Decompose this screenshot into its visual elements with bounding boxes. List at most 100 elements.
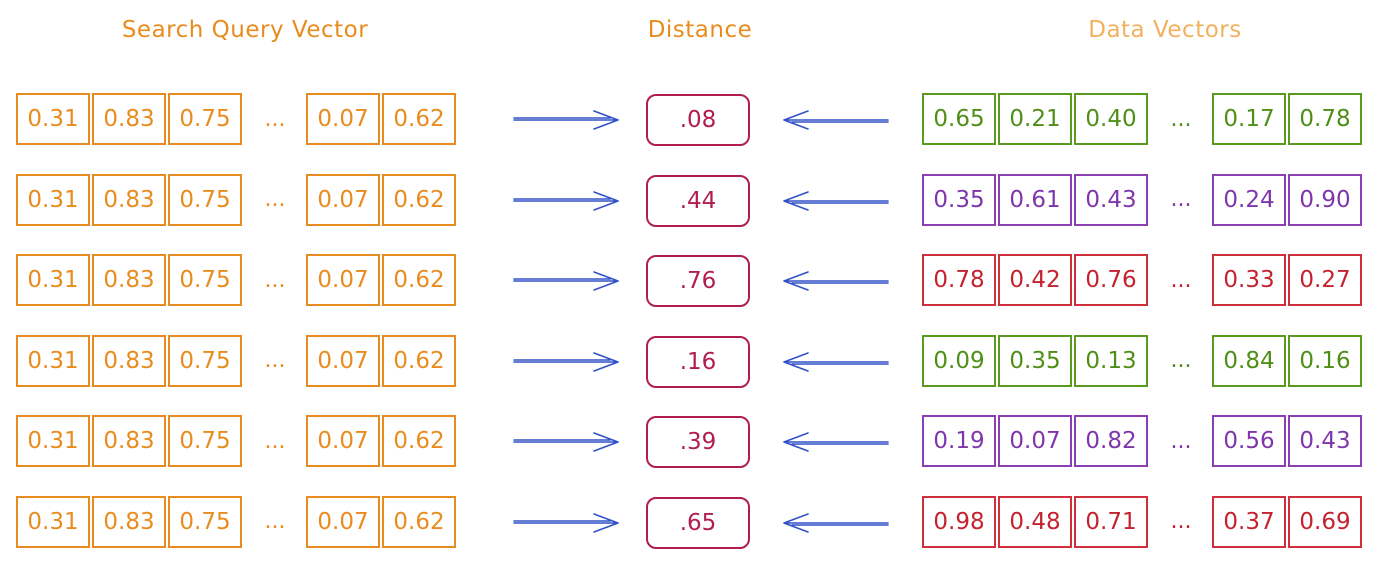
data-cell: 0.42 bbox=[998, 254, 1072, 306]
query-ellipsis: ... bbox=[264, 267, 286, 293]
query-ellipsis: ... bbox=[264, 187, 286, 212]
query-cell: 0.31 bbox=[16, 334, 90, 387]
data-cell: 0.71 bbox=[1074, 495, 1148, 548]
data-cell: 0.35 bbox=[922, 173, 996, 226]
query-cell: 0.75 bbox=[168, 254, 242, 306]
arrow-left-icon bbox=[783, 271, 889, 291]
query-cell: 0.75 bbox=[168, 173, 242, 226]
query-cell: 0.62 bbox=[382, 173, 456, 226]
data-ellipsis: ... bbox=[1170, 267, 1192, 293]
query-vector: 0.31 0.83 0.75... 0.07 0.62 bbox=[16, 494, 458, 550]
data-cell: 0.76 bbox=[1074, 254, 1148, 306]
data-cell: 0.82 bbox=[1074, 415, 1148, 467]
data-cell: 0.84 bbox=[1212, 334, 1286, 387]
arrow-right-icon bbox=[513, 110, 619, 130]
query-cell: 0.75 bbox=[168, 415, 242, 467]
arrow-right-icon bbox=[513, 432, 619, 452]
data-cell: 0.61 bbox=[998, 173, 1072, 226]
query-cell: 0.31 bbox=[16, 254, 90, 306]
query-cell: 0.75 bbox=[168, 93, 242, 145]
distance-header: Distance bbox=[647, 17, 753, 43]
query-cell: 0.31 bbox=[16, 415, 90, 467]
data-vector: 0.19 0.07 0.82... 0.56 0.43 bbox=[922, 413, 1364, 469]
data-cell: 0.48 bbox=[998, 495, 1072, 548]
data-cell: 0.78 bbox=[922, 254, 996, 306]
arrow-left-icon bbox=[783, 432, 889, 452]
distance-value: .16 bbox=[646, 335, 750, 388]
query-ellipsis: ... bbox=[264, 106, 286, 132]
query-cell: 0.62 bbox=[382, 495, 456, 548]
query-cell: 0.83 bbox=[92, 173, 166, 226]
arrow-right-icon bbox=[513, 351, 619, 372]
data-ellipsis: ... bbox=[1170, 428, 1192, 454]
query-cell: 0.07 bbox=[306, 334, 380, 387]
query-cell: 0.07 bbox=[306, 415, 380, 467]
query-cell: 0.31 bbox=[16, 495, 90, 548]
query-ellipsis: ... bbox=[264, 428, 286, 454]
data-cell: 0.35 bbox=[998, 334, 1072, 387]
data-ellipsis: ... bbox=[1170, 348, 1192, 373]
query-cell: 0.62 bbox=[382, 254, 456, 306]
data-cell: 0.13 bbox=[1074, 334, 1148, 387]
data-cell: 0.19 bbox=[922, 415, 996, 467]
query-cell: 0.83 bbox=[92, 254, 166, 306]
data-vector: 0.09 0.35 0.13... 0.84 0.16 bbox=[922, 333, 1364, 389]
query-cell: 0.07 bbox=[306, 93, 380, 145]
query-cell: 0.83 bbox=[92, 334, 166, 387]
distance-value: .39 bbox=[646, 416, 750, 468]
query-cell: 0.62 bbox=[382, 334, 456, 387]
query-cell: 0.31 bbox=[16, 173, 90, 226]
arrow-left-icon bbox=[783, 110, 889, 130]
data-cell: 0.69 bbox=[1288, 495, 1362, 548]
data-cell: 0.27 bbox=[1288, 254, 1362, 306]
data-vector: 0.78 0.42 0.76... 0.33 0.27 bbox=[922, 252, 1364, 308]
arrow-right-icon bbox=[513, 512, 619, 533]
distance-value: .65 bbox=[646, 496, 750, 549]
data-cell: 0.09 bbox=[922, 334, 996, 387]
arrow-left-icon bbox=[783, 190, 889, 211]
data-cell: 0.98 bbox=[922, 495, 996, 548]
data-ellipsis: ... bbox=[1170, 106, 1192, 132]
data-cell: 0.21 bbox=[998, 93, 1072, 145]
query-cell: 0.62 bbox=[382, 93, 456, 145]
arrow-left-icon bbox=[783, 351, 889, 372]
query-cell: 0.07 bbox=[306, 173, 380, 226]
data-ellipsis: ... bbox=[1170, 187, 1192, 212]
data-cell: 0.43 bbox=[1074, 173, 1148, 226]
data-cell: 0.65 bbox=[922, 93, 996, 145]
data-cell: 0.16 bbox=[1288, 334, 1362, 387]
query-vector: 0.31 0.83 0.75... 0.07 0.62 bbox=[16, 333, 458, 389]
query-cell: 0.83 bbox=[92, 93, 166, 145]
data-cell: 0.37 bbox=[1212, 495, 1286, 548]
data-cell: 0.33 bbox=[1212, 254, 1286, 306]
query-cell: 0.31 bbox=[16, 93, 90, 145]
query-vector: 0.31 0.83 0.75... 0.07 0.62 bbox=[16, 172, 458, 228]
data-cell: 0.56 bbox=[1212, 415, 1286, 467]
data-cell: 0.43 bbox=[1288, 415, 1362, 467]
data-cell: 0.24 bbox=[1212, 173, 1286, 226]
arrow-left-icon bbox=[783, 512, 889, 533]
query-vector: 0.31 0.83 0.75... 0.07 0.62 bbox=[16, 252, 458, 308]
distance-value: .44 bbox=[646, 174, 750, 227]
query-cell: 0.83 bbox=[92, 415, 166, 467]
query-cell: 0.83 bbox=[92, 495, 166, 548]
query-ellipsis: ... bbox=[264, 348, 286, 373]
arrow-right-icon bbox=[513, 190, 619, 211]
query-vector: 0.31 0.83 0.75... 0.07 0.62 bbox=[16, 413, 458, 469]
query-cell: 0.75 bbox=[168, 495, 242, 548]
query-cell: 0.07 bbox=[306, 254, 380, 306]
data-vector: 0.35 0.61 0.43... 0.24 0.90 bbox=[922, 172, 1364, 228]
query-cell: 0.75 bbox=[168, 334, 242, 387]
query-cell: 0.62 bbox=[382, 415, 456, 467]
data-vector: 0.98 0.48 0.71... 0.37 0.69 bbox=[922, 494, 1364, 550]
data-cell: 0.07 bbox=[998, 415, 1072, 467]
query-cell: 0.07 bbox=[306, 495, 380, 548]
data-vector: 0.65 0.21 0.40... 0.17 0.78 bbox=[922, 91, 1364, 147]
data-vectors-header: Data Vectors bbox=[1088, 17, 1242, 43]
query-vector: 0.31 0.83 0.75... 0.07 0.62 bbox=[16, 91, 458, 147]
arrow-right-icon bbox=[513, 271, 619, 291]
search-query-vector-header: Search Query Vector bbox=[121, 17, 369, 43]
data-cell: 0.17 bbox=[1212, 93, 1286, 145]
data-cell: 0.78 bbox=[1288, 93, 1362, 145]
